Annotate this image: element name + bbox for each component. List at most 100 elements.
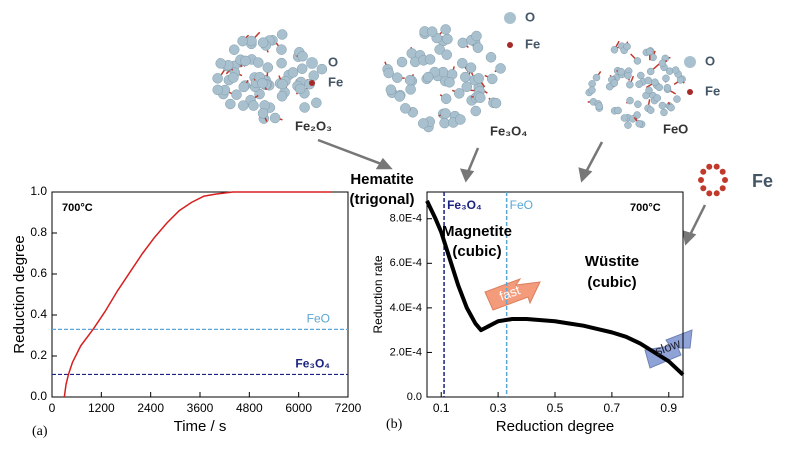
atom — [667, 103, 675, 112]
atom — [453, 88, 465, 99]
hematite-sub: (trigonal) — [350, 191, 415, 208]
atom — [637, 71, 645, 80]
atom — [418, 118, 429, 129]
atom — [276, 57, 287, 69]
atom — [240, 55, 251, 67]
fe-atom — [722, 177, 728, 183]
y-tick-label: 0.8 — [30, 225, 47, 239]
atom — [237, 100, 249, 111]
atom — [485, 52, 497, 63]
atom — [215, 58, 226, 69]
atom — [441, 49, 453, 60]
atom — [617, 67, 625, 76]
legend-fe: Fe — [525, 36, 540, 51]
legend-atom — [309, 80, 315, 86]
atom — [237, 35, 248, 47]
annotation: (cubic) — [587, 274, 636, 291]
annotation: Magnetite — [442, 223, 512, 240]
atom — [595, 102, 603, 110]
atom — [440, 24, 451, 35]
atom — [646, 106, 655, 114]
atom — [457, 57, 468, 69]
fe-atom — [706, 190, 713, 197]
fe-atom — [706, 163, 713, 170]
arrows — [317, 138, 707, 246]
atom — [653, 94, 662, 102]
atom — [299, 102, 310, 113]
y-tick-label: 8.0E-4 — [390, 213, 422, 225]
atom — [495, 63, 506, 74]
fe-atom — [719, 185, 726, 192]
atom — [434, 44, 445, 55]
y-axis-label: Reduction degree — [11, 235, 28, 353]
atom — [629, 115, 637, 123]
atom — [592, 73, 601, 82]
data-line — [63, 191, 332, 398]
reference-label: FeO — [510, 198, 533, 212]
x-tick-label: 2400 — [137, 401, 164, 415]
atom — [396, 56, 408, 68]
fe-atom — [713, 190, 720, 197]
atom — [624, 71, 632, 80]
fe-atom — [700, 168, 707, 175]
atom — [287, 67, 299, 78]
legend-atom — [684, 56, 696, 68]
x-tick-label: 0.3 — [490, 401, 507, 415]
atom — [422, 71, 434, 83]
x-tick-label: 4800 — [236, 401, 263, 415]
atom — [212, 73, 223, 84]
y-tick-label: 4.0E-4 — [390, 302, 422, 314]
atom — [262, 62, 274, 73]
atom — [277, 78, 288, 90]
y-tick-label: 0.4 — [30, 307, 47, 321]
legend-atom — [306, 57, 318, 69]
legend-fe: Fe — [328, 74, 343, 89]
x-tick-label: 0.1 — [433, 401, 450, 415]
atom — [269, 112, 281, 124]
atom — [646, 67, 655, 76]
atom — [440, 93, 452, 105]
atom — [294, 83, 306, 95]
atom — [623, 42, 631, 51]
atom — [644, 76, 653, 85]
atom — [444, 77, 455, 88]
fast-arrow — [484, 277, 541, 311]
atom — [634, 100, 642, 108]
atom — [645, 86, 653, 95]
atom — [626, 80, 634, 89]
atom — [658, 59, 667, 68]
annotation: Wüstite — [585, 253, 639, 270]
atom — [439, 117, 450, 129]
atom — [257, 108, 269, 119]
legend-o: O — [328, 54, 338, 69]
x-tick-label: 3600 — [187, 401, 214, 415]
atom — [635, 80, 643, 88]
atom — [276, 90, 288, 102]
atom — [228, 72, 239, 83]
atom — [460, 71, 471, 83]
atom — [383, 67, 394, 79]
atom — [238, 81, 250, 93]
atom — [645, 47, 654, 56]
label-fe3o4: Fe₃O₄ — [490, 123, 528, 138]
y-tick-label: 0.0 — [30, 389, 47, 403]
atom — [246, 35, 257, 47]
atom — [253, 57, 264, 68]
annotation: (cubic) — [452, 243, 501, 260]
atom — [442, 33, 453, 45]
atom — [385, 84, 397, 95]
reference-label: Fe₃O₄ — [295, 357, 330, 371]
legend-fe: Fe — [705, 83, 720, 98]
atom — [610, 45, 619, 54]
atom — [588, 80, 596, 88]
atom — [405, 84, 416, 95]
atom — [673, 95, 681, 103]
atom — [660, 108, 668, 117]
panel-letter: (b) — [386, 417, 403, 432]
atom — [473, 73, 484, 84]
reference-label: FeO — [307, 312, 330, 326]
y-tick-label: 6.0E-4 — [390, 257, 422, 269]
atom — [475, 92, 486, 103]
atom — [626, 96, 634, 105]
